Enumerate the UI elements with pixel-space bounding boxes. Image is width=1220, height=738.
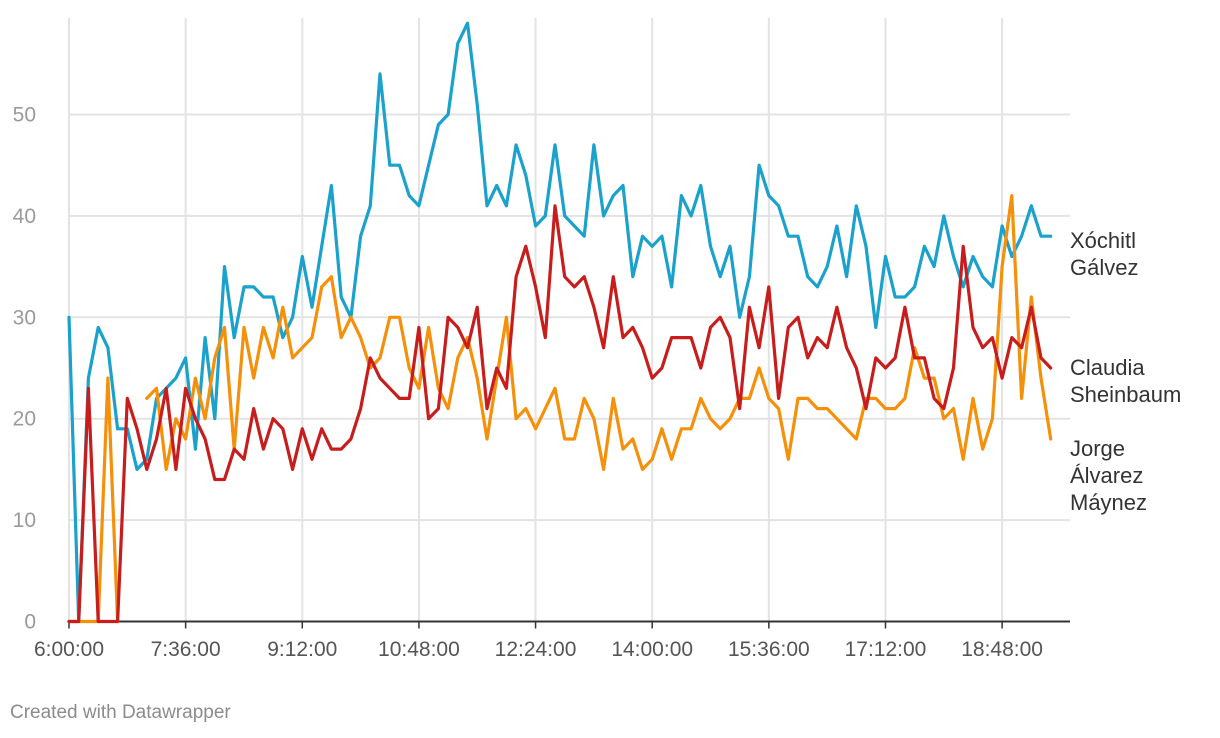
x-tick-label: 6:00:00 xyxy=(34,638,104,661)
series-label: Claudia xyxy=(1070,355,1145,380)
x-tick-label: 18:48:00 xyxy=(961,638,1043,661)
x-tick-label: 14:00:00 xyxy=(611,638,693,661)
x-axis: 6:00:00 7:36:00 9:12:00 10:48:00 12:24:00 14:… xyxy=(34,620,1070,661)
series-label: Jorge xyxy=(1070,436,1125,461)
grid-lines xyxy=(68,18,1070,622)
series-label: Gálvez xyxy=(1070,255,1138,280)
y-tick-label: 0 xyxy=(24,611,36,634)
x-tick-label: 9:12:00 xyxy=(267,638,337,661)
y-tick-label: 10 xyxy=(13,509,36,532)
series-line-xóchitl-gálvez xyxy=(67,21,1053,624)
x-tick-label: 17:12:00 xyxy=(845,638,927,661)
datawrapper-credit: Created with Datawrapper xyxy=(10,702,231,723)
series-lines xyxy=(67,21,1053,624)
y-tick-label: 40 xyxy=(13,205,36,228)
series-label: Álvarez xyxy=(1070,463,1143,488)
x-tick-label: 7:36:00 xyxy=(151,638,221,661)
y-tick-label: 50 xyxy=(13,104,36,127)
x-tick-label: 15:36:00 xyxy=(728,638,810,661)
line-chart: 0 10 20 30 40 50 6:00:00 7:36:00 9:12:00 10:48:0… xyxy=(13,18,1181,661)
x-tick-label: 10:48:00 xyxy=(378,638,460,661)
series-line-claudia-sheinbaum xyxy=(67,204,1053,624)
y-tick-label: 30 xyxy=(13,306,36,329)
series-label: Sheinbaum xyxy=(1070,382,1181,407)
series-label: Xóchitl xyxy=(1070,228,1136,253)
x-tick-label: 12:24:00 xyxy=(495,638,577,661)
y-axis: 0 10 20 30 40 50 xyxy=(13,104,36,634)
series-label: Máynez xyxy=(1070,490,1147,515)
y-tick-label: 20 xyxy=(13,408,36,431)
